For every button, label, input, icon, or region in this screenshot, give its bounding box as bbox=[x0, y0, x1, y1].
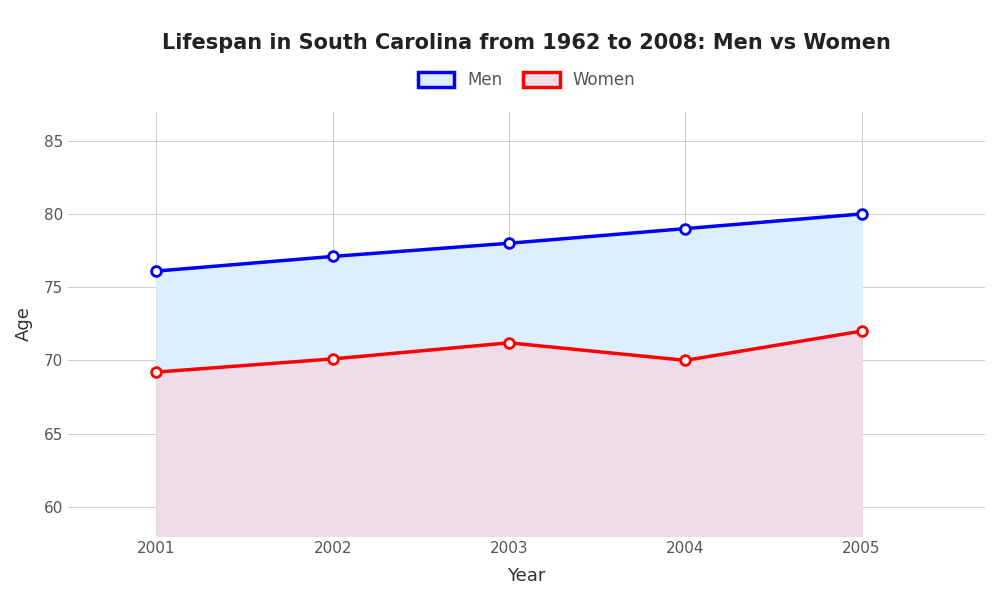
Legend: Men, Women: Men, Women bbox=[411, 65, 642, 96]
X-axis label: Year: Year bbox=[507, 567, 546, 585]
Y-axis label: Age: Age bbox=[15, 307, 33, 341]
Title: Lifespan in South Carolina from 1962 to 2008: Men vs Women: Lifespan in South Carolina from 1962 to … bbox=[162, 33, 891, 53]
